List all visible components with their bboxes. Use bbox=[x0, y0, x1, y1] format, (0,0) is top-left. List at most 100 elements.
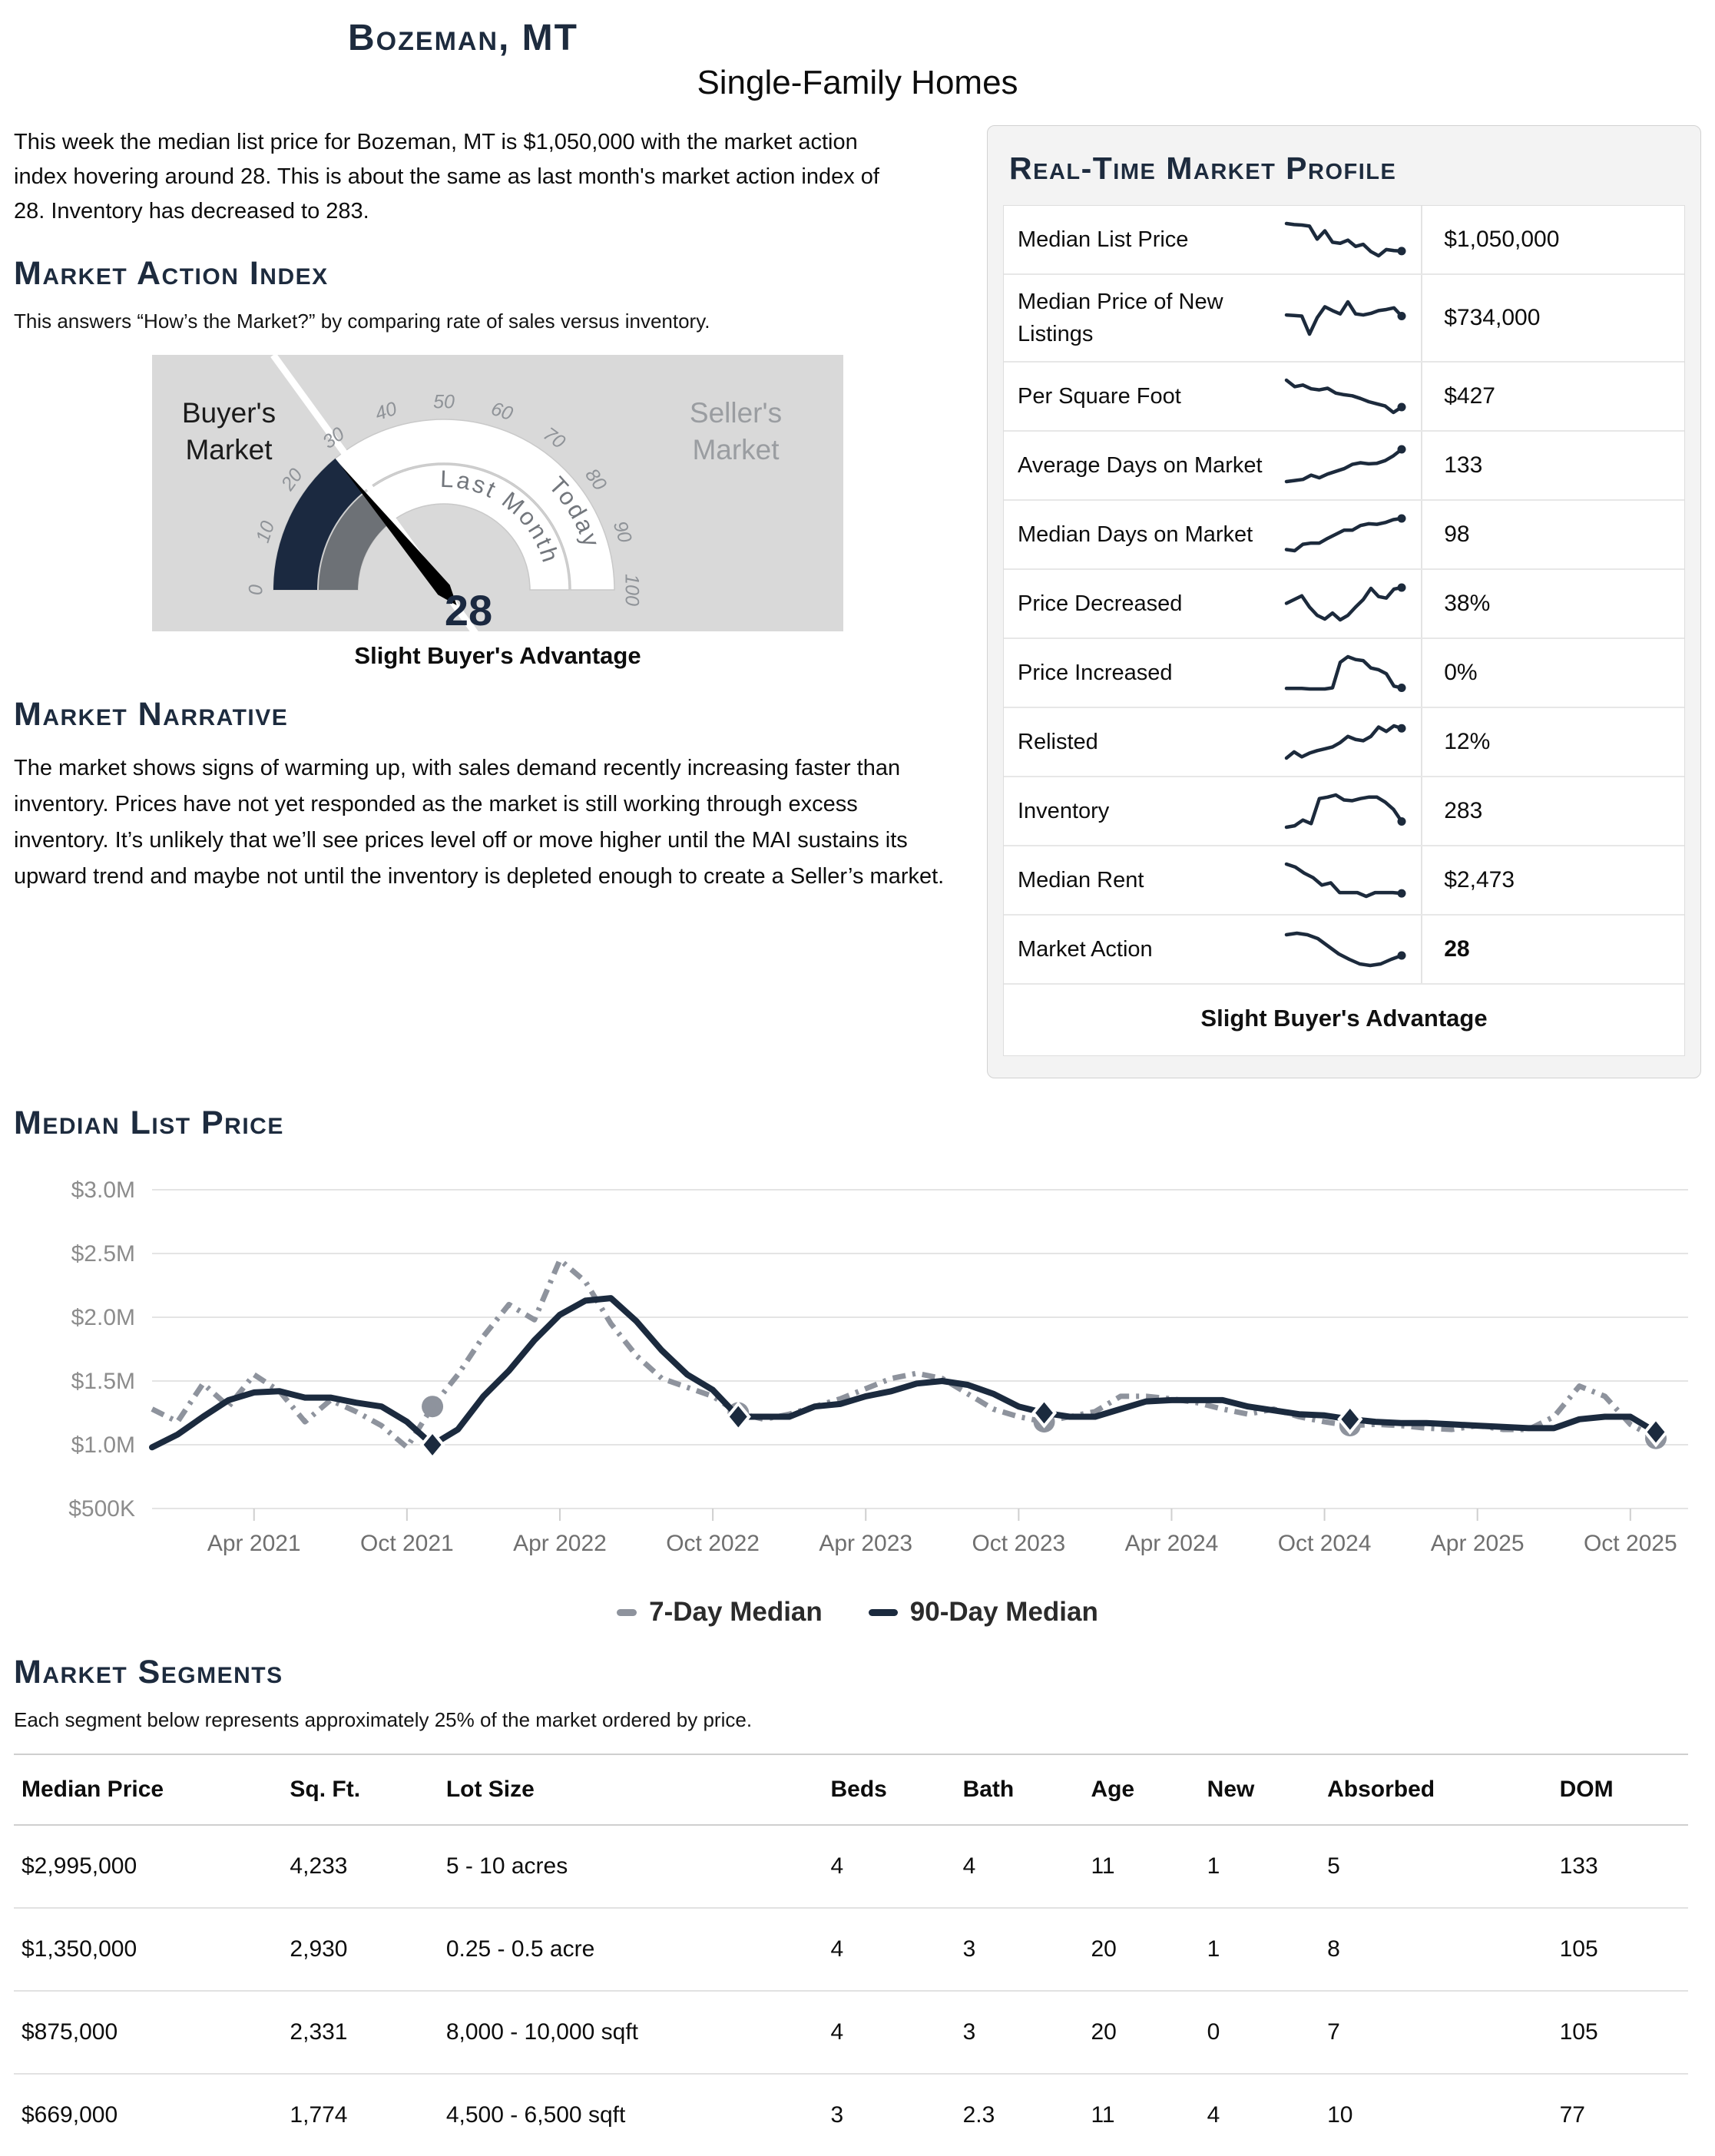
heading-real-time-market-profile: Real-Time Market Profile bbox=[1009, 151, 1397, 186]
profile-row: Price Decreased 38% bbox=[1004, 570, 1684, 640]
segments-column-header: New bbox=[1199, 1754, 1320, 1826]
sparkline-chart bbox=[1285, 221, 1406, 258]
chart-x-tick-label: Apr 2023 bbox=[819, 1531, 912, 1556]
profile-row-value: 98 bbox=[1421, 501, 1684, 569]
chart-x-tick-label: Apr 2021 bbox=[207, 1531, 301, 1556]
segments-table-cell: 77 bbox=[1559, 2102, 1585, 2128]
legend-swatch bbox=[868, 1608, 898, 1616]
segments-table-cell: $669,000 bbox=[22, 2102, 118, 2128]
segments-table-cell: 2,331 bbox=[282, 1991, 439, 2075]
sparkline-endpoint-dot bbox=[1397, 514, 1406, 523]
segments-table-cell: 3 bbox=[955, 1991, 1084, 2075]
segments-table-cell: 1,774 bbox=[290, 2102, 348, 2128]
profile-row: Market Action 28 bbox=[1004, 916, 1684, 985]
sparkline-endpoint-dot bbox=[1397, 684, 1406, 693]
segments-column-header: Age bbox=[1083, 1754, 1200, 1826]
intro-summary-text: This week the median list price for Boze… bbox=[14, 130, 879, 224]
gauge-sellers-market-label: Market bbox=[692, 434, 780, 465]
chart-x-tick-label: Oct 2024 bbox=[1278, 1531, 1372, 1556]
gauge-buyers-market-label: Market bbox=[185, 434, 273, 465]
legend-item: 7-Day Median bbox=[617, 1597, 823, 1628]
profile-row-value: $2,473 bbox=[1421, 846, 1684, 915]
segments-table-cell: 3 bbox=[955, 1908, 1084, 1992]
segments-table-cell: 1 bbox=[1199, 1825, 1320, 1909]
segments-header-row: Median Price Sq. Ft. Lot Size Beds Bath Age Ne… bbox=[14, 1754, 1688, 1826]
profile-row-sparkline bbox=[1283, 926, 1421, 973]
gauge-tick-label: 50 bbox=[433, 391, 455, 412]
sparkline-endpoint-dot bbox=[1397, 889, 1406, 898]
segments-column-header: Median Price bbox=[14, 1754, 283, 1826]
sparkline-chart bbox=[1285, 378, 1406, 415]
gauge-tick-label: 0 bbox=[246, 585, 267, 595]
profile-rows: Median List Price $1,050,000 Median Price … bbox=[1003, 205, 1685, 1057]
segments-column-header: Bath bbox=[955, 1754, 1084, 1826]
segments-table-cell: 8,000 - 10,000 sqft bbox=[438, 1991, 823, 2075]
segments-column-header: Absorbed bbox=[1319, 1754, 1552, 1826]
profile-row-value: $427 bbox=[1421, 363, 1684, 431]
profile-row-value: 12% bbox=[1421, 708, 1684, 777]
market-narrative-text: The market shows signs of warming up, wi… bbox=[14, 755, 945, 889]
heading-market-action-index: Market Action Index bbox=[14, 254, 329, 292]
sparkline-endpoint-dot bbox=[1397, 951, 1406, 960]
chart-y-tick-label: $2.5M bbox=[71, 1241, 135, 1267]
profile-row-label: Median Days on Market bbox=[1018, 522, 1253, 548]
chart-series-7day-median bbox=[151, 1257, 1657, 1450]
segments-table-cell: 133 bbox=[1551, 1825, 1688, 1909]
chart-x-tick-label: Oct 2025 bbox=[1584, 1531, 1677, 1556]
segments-table-cell: 4 bbox=[1207, 2102, 1220, 2128]
profile-row-sparkline bbox=[1283, 373, 1421, 420]
segments-table-row: $669,000 1,774 4,500 - 6,500 sqft 3 2.3 11 4 10… bbox=[14, 2074, 1688, 2156]
gauge-value-label: 28 bbox=[445, 586, 492, 631]
chart-y-tick-label: $1.0M bbox=[71, 1432, 135, 1458]
median-list-price-chart: $500K $1.0M $1.5M $2.0M $2.5M $3.0M Apr 2021 Oc… bbox=[68, 1177, 1688, 1556]
profile-status-label: Slight Buyer's Advantage bbox=[1004, 985, 1684, 1056]
gauge-status-label: Slight Buyer's Advantage bbox=[354, 641, 641, 669]
heading-market-narrative: Market Narrative bbox=[14, 695, 289, 733]
real-time-market-profile-panel: Real-Time Market Profile Median List Pri… bbox=[987, 125, 1701, 1079]
gauge-threshold-line bbox=[270, 354, 478, 631]
gauge-outer-band bbox=[273, 419, 615, 591]
segments-table-cell: 3 bbox=[830, 2102, 844, 2128]
sparkline-chart bbox=[1285, 514, 1406, 553]
sparkline-chart bbox=[1285, 300, 1406, 336]
chart-90day-marker-diamond bbox=[725, 1401, 751, 1432]
segments-table-cell: 4 bbox=[823, 1991, 955, 2075]
profile-row: Average Days on Market 133 bbox=[1004, 432, 1684, 502]
segments-table-cell: 20 bbox=[1083, 1908, 1200, 1992]
sparkline-chart bbox=[1285, 862, 1406, 899]
profile-row-value: 0% bbox=[1421, 639, 1684, 707]
chart-x-tick-label: Apr 2025 bbox=[1431, 1531, 1525, 1556]
segments-table-cell: $2,995,000 bbox=[14, 1825, 283, 1909]
profile-row-sparkline bbox=[1283, 856, 1421, 904]
left-column: This week the median list price for Boze… bbox=[14, 125, 962, 1078]
page-subtitle-property-type: Single-Family Homes bbox=[697, 64, 1018, 101]
sparkline-chart bbox=[1285, 583, 1406, 622]
segments-column-header: Sq. Ft. bbox=[282, 1754, 439, 1826]
profile-row: Median List Price $1,050,000 bbox=[1004, 206, 1684, 275]
profile-row-value: $1,050,000 bbox=[1421, 206, 1684, 273]
profile-row-sparkline bbox=[1283, 787, 1421, 835]
heading-median-list-price: Median List Price bbox=[14, 1104, 284, 1142]
segments-table-cell: 4 bbox=[823, 1908, 955, 1992]
gauge-last-month-arc bbox=[319, 493, 389, 590]
chart-x-tick-label: Oct 2022 bbox=[666, 1531, 760, 1556]
profile-row-value: 28 bbox=[1421, 916, 1684, 984]
profile-row: Relisted 12% bbox=[1004, 708, 1684, 778]
chart-series-90day-median bbox=[149, 1295, 1659, 1451]
chart-y-tick-label: $2.0M bbox=[71, 1305, 135, 1330]
sparkline-endpoint-dot bbox=[1397, 445, 1406, 454]
segments-table-row: $875,000 2,331 8,000 - 10,000 sqft 4 3 20 0 7 10… bbox=[14, 1991, 1688, 2075]
profile-row-label: Relisted bbox=[1018, 730, 1098, 755]
segments-table-cell: 0 bbox=[1199, 1991, 1320, 2075]
segments-table-cell: 20 bbox=[1083, 1991, 1200, 2075]
segments-table-cell: 4,500 - 6,500 sqft bbox=[445, 2102, 626, 2128]
segments-table-cell: 8 bbox=[1319, 1908, 1552, 1992]
segments-table-cell: 4 bbox=[823, 1825, 955, 1909]
profile-row-label: Median Price of New Listings bbox=[1018, 290, 1223, 347]
market-action-caption: This answers “How’s the Market?” by comp… bbox=[14, 309, 710, 333]
chart-90day-marker-diamond bbox=[419, 1429, 445, 1461]
chart-90day-marker-diamond bbox=[1337, 1403, 1363, 1436]
legend-item: 90-Day Median bbox=[868, 1597, 1098, 1628]
segments-table-cell: 5 - 10 acres bbox=[438, 1825, 823, 1909]
profile-row: Median Rent $2,473 bbox=[1004, 846, 1684, 916]
